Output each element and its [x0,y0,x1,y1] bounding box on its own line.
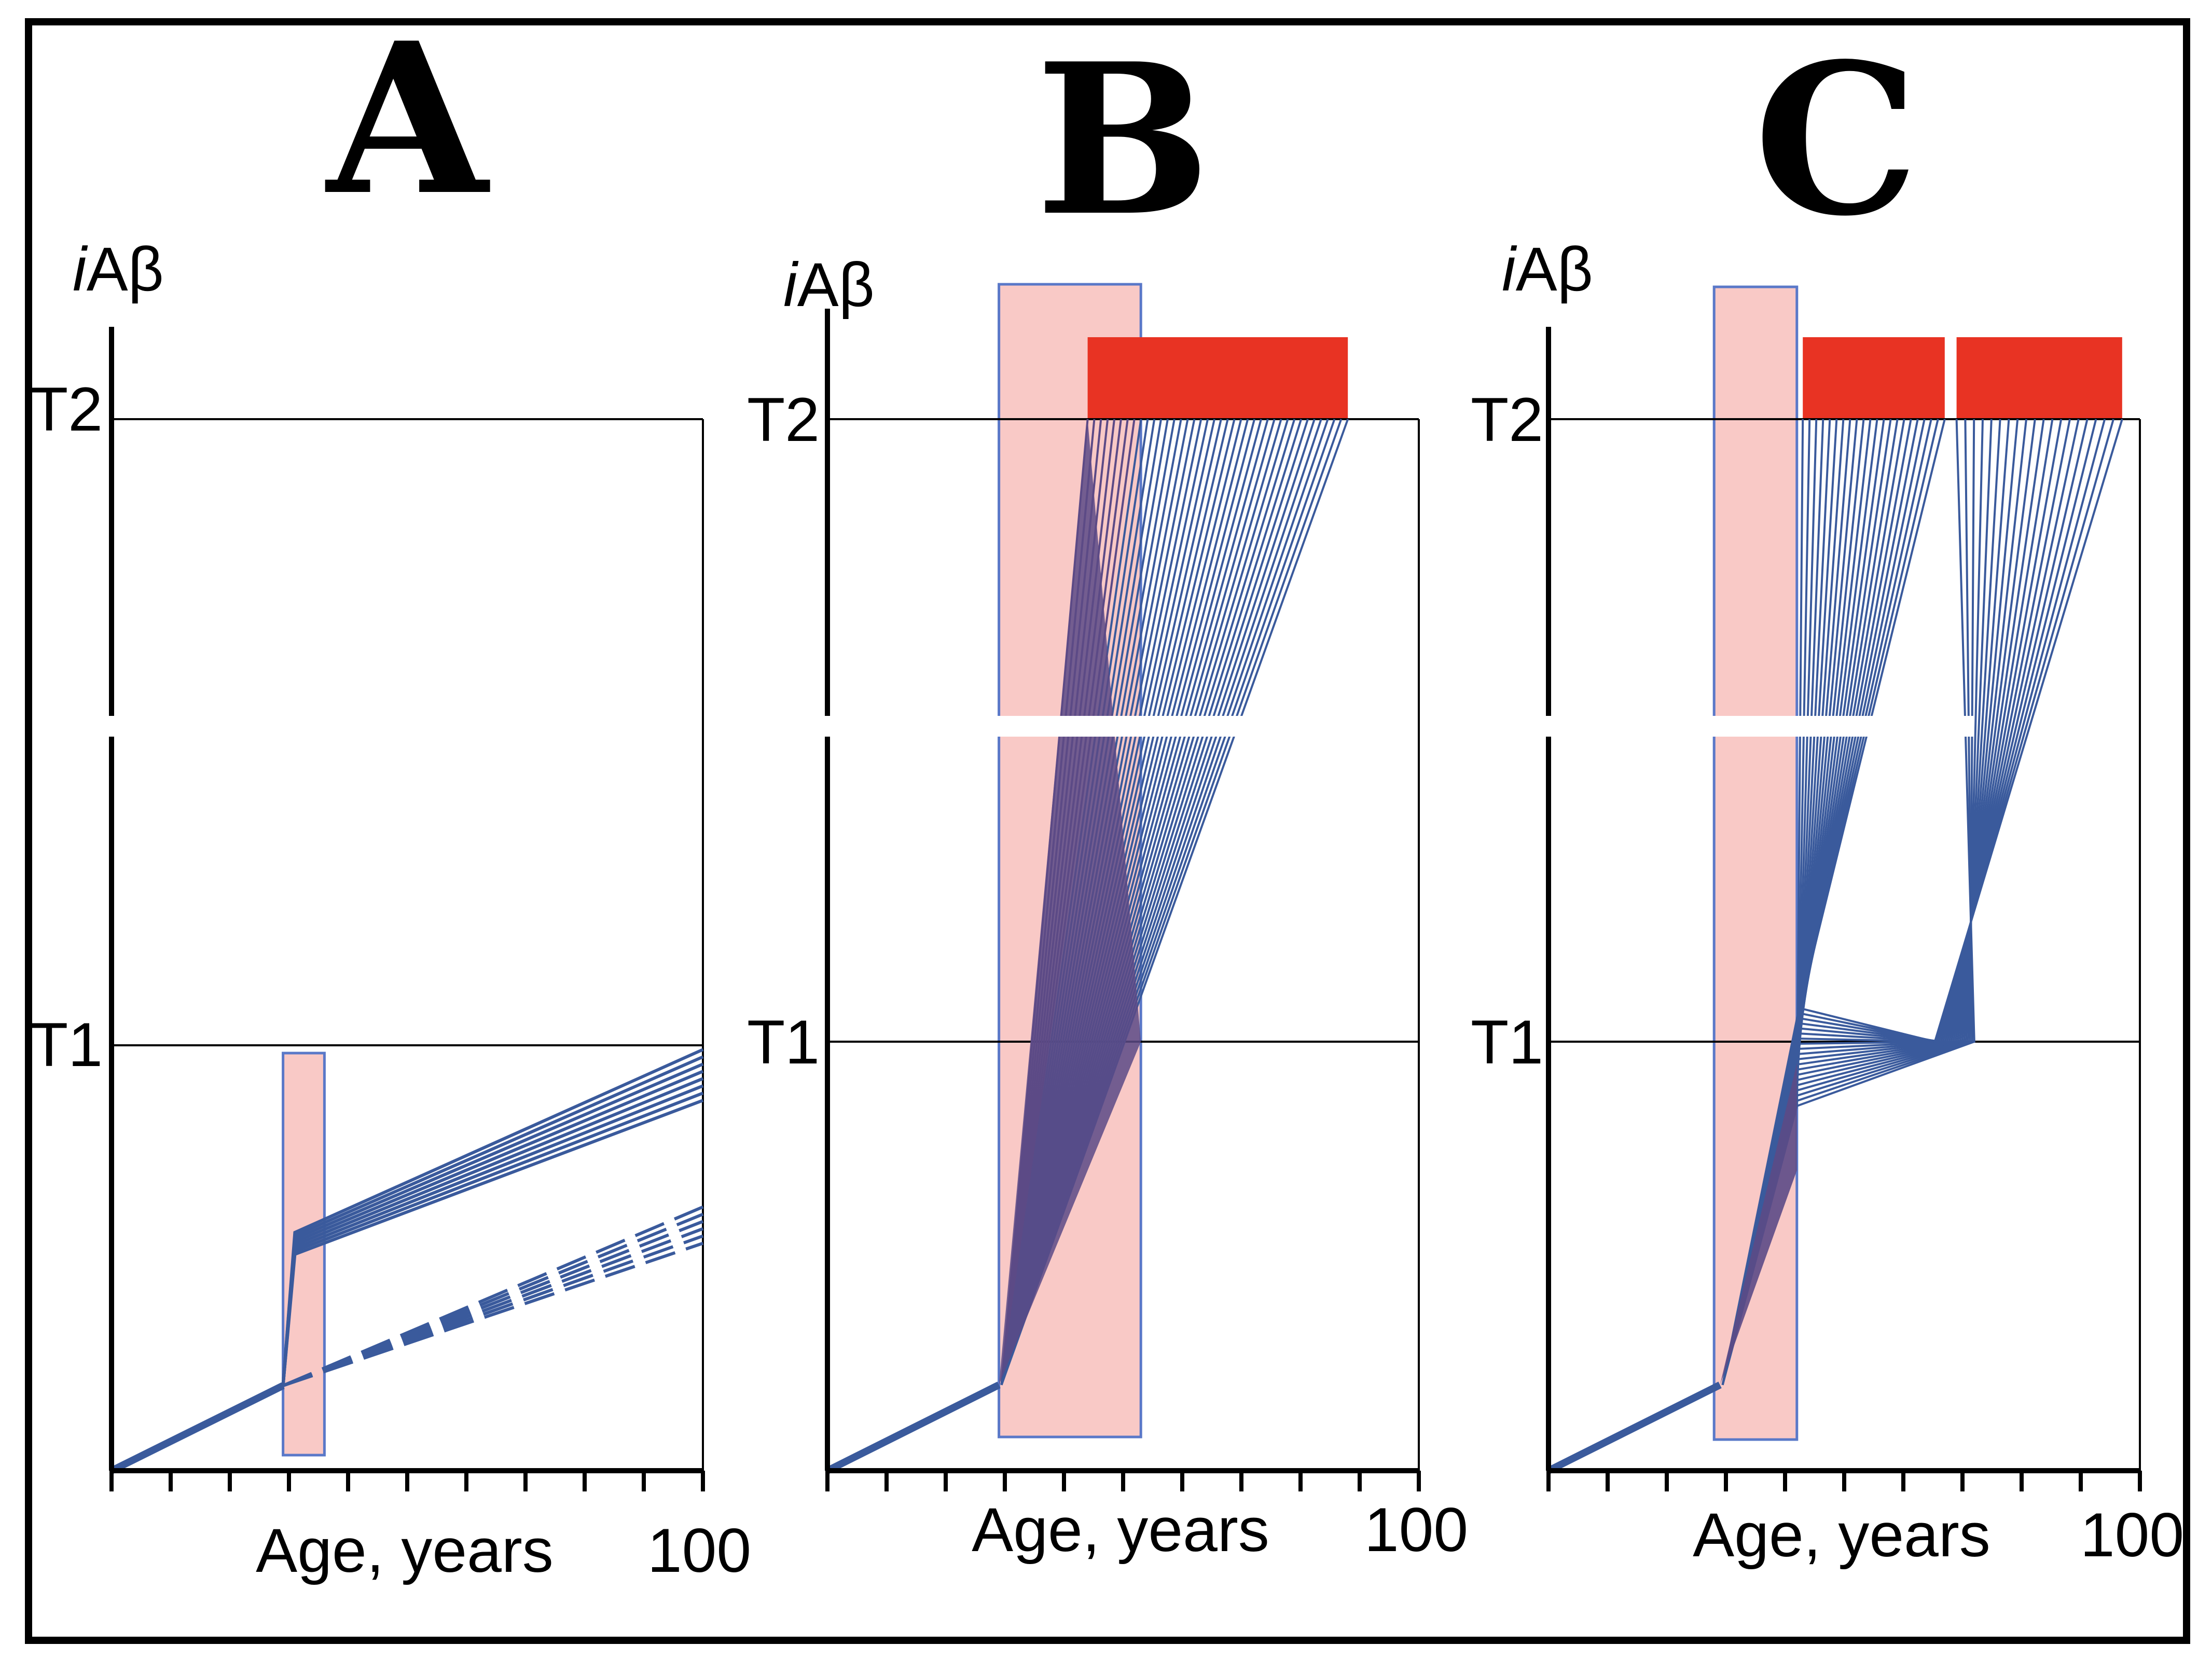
panel-c-trajectory-late [1796,419,2123,1043]
panel-c-trajectory-late [1796,419,2114,1043]
panel-c-trajectory-late [1796,419,1973,1102]
panel-a-accel-line [281,1099,704,1386]
panel-c-trajectory-late [1796,419,2063,1045]
panel-c-trajectory-late [1796,419,1975,1097]
panel-c-trajectory-late [1796,419,2097,1043]
panel-c-trajectory-late [1796,419,2027,1066]
panel-c-trajectory-late [1796,419,2089,1043]
panel-c-xlabel: Age, years [1693,1500,1990,1570]
panel-c-t2-label: T2 [1471,385,1543,454]
panel-a-letter: A [324,0,492,241]
panel-c-axis-break [1538,716,1974,737]
panel-b-letter: B [1035,18,1211,262]
panel-a-xlabel: Age, years [256,1516,554,1585]
panel-b-plot [817,283,1421,1491]
panel-c-trajectory-late [1796,419,1993,1086]
panel-a-window [282,1052,326,1457]
panel-c-plot [1538,285,2142,1491]
panel-a-dashed-line [282,1212,704,1387]
panel-c-trajectory-wedge [1720,1063,1797,1385]
panel-a-dashed-line [282,1234,704,1387]
panel-b-trajectory-wedge [999,419,1141,1385]
panel-c: C iAβ T2 T1 Age, years 100 [1471,18,2184,1570]
panel-c-trajectory-late [1796,419,2080,1043]
panel-c-trajectory-late [1796,419,2106,1043]
panel-b-ylabel: iAβ [783,250,875,320]
panel-c-trajectory-late [1796,419,2010,1076]
panel-c-trajectory-late [1796,419,2045,1056]
panel-c-red-bar-0 [1803,337,1945,419]
panel-a-dashed-line [282,1205,704,1387]
panel-c-trajectory-late [1796,419,2071,1043]
panel-a-t1-label: T1 [30,1010,103,1080]
panel-a-dashed-line [282,1220,704,1387]
panel-b-t1-label: T1 [747,1007,820,1077]
panel-c-red-bar-1 [1956,337,2122,419]
panel-a-ylabel: iAβ [73,234,164,304]
panel-c-trajectory-late [1796,419,1984,1091]
panel-b-x-end-label: 100 [1364,1495,1468,1565]
panel-c-letter: C [1754,18,1919,262]
panel-c-ylabel: iAβ [1502,234,1593,304]
panel-a-axis-break [101,716,132,737]
panel-a-dashed-line [282,1227,704,1387]
panel-a-ylabel-text: Aβ [87,234,164,304]
panel-b-t2-label: T2 [747,385,820,454]
panel-c-trajectory-late [1796,419,1975,1107]
panel-a-t2-label: T2 [30,375,103,444]
panel-c-trajectory-late [1796,419,2054,1050]
panel-c-ylabel-text: Aβ [1516,234,1593,304]
panel-a-dashed-line [282,1241,703,1387]
panel-c-baseline [1546,1381,1722,1474]
panel-a: A iAβ T2 T1 Age, years 100 [30,0,751,1585]
panel-a-baseline [109,1382,285,1474]
figure-border [25,18,2190,1644]
panel-b-xlabel: Age, years [972,1495,1269,1565]
panel-c-trajectory-late [1796,419,2001,1081]
panel-b-red-bar-0 [1087,337,1348,419]
panel-b-baseline [825,1381,1001,1474]
panel-a-plot [101,327,705,1491]
panel-c-trajectory-late [1796,419,2036,1061]
panel-b: B iAβ T2 T1 Age, years 100 [747,18,1468,1565]
panel-b-axis-break [817,716,1253,737]
panel-c-trajectory-late [1796,419,2019,1071]
panel-a-x-end-label: 100 [647,1516,751,1585]
panel-c-t1-label: T1 [1471,1007,1543,1077]
panel-b-ylabel-text: Aβ [797,250,875,320]
panel-c-x-end-label: 100 [2080,1500,2184,1570]
